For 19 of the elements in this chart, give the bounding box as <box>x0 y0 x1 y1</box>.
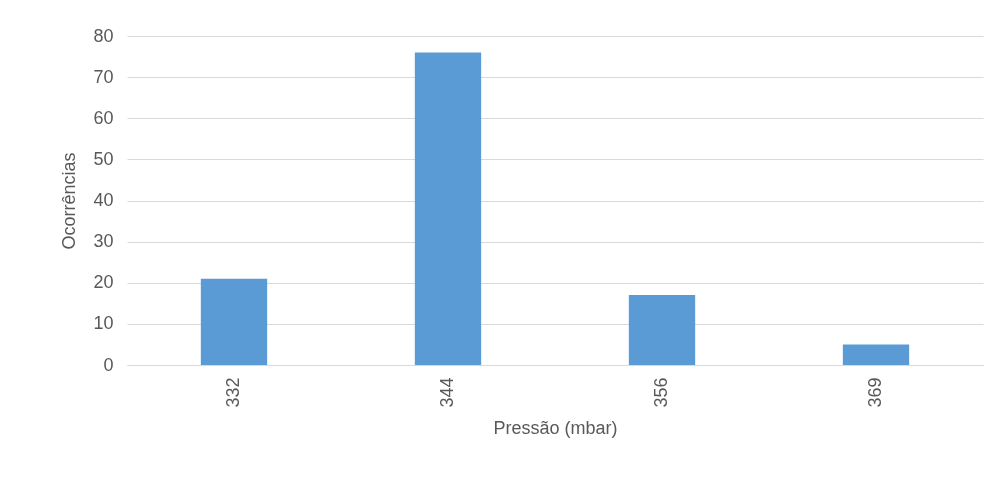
y-tick-label: 0 <box>103 354 114 375</box>
bar <box>842 344 910 365</box>
x-tick-label: 332 <box>223 377 243 408</box>
y-tick-label: 30 <box>93 231 114 252</box>
bar <box>414 52 482 365</box>
y-tick-label: 20 <box>93 272 114 293</box>
y-tick-label: 60 <box>93 107 114 128</box>
x-axis-title: Pressão (mbar) <box>493 417 618 438</box>
y-tick-label: 50 <box>93 148 114 169</box>
y-tick-label: 70 <box>93 66 114 87</box>
y-tick-label: 80 <box>93 25 114 46</box>
bar <box>200 278 268 365</box>
x-tick-label: 369 <box>865 377 885 408</box>
y-tick-label: 10 <box>93 313 114 334</box>
bar <box>628 295 696 365</box>
x-tick-label: 344 <box>437 377 457 408</box>
y-axis-title: Ocorrências <box>59 152 80 250</box>
y-tick-label: 40 <box>93 190 114 210</box>
x-tick-label: 356 <box>651 377 671 408</box>
